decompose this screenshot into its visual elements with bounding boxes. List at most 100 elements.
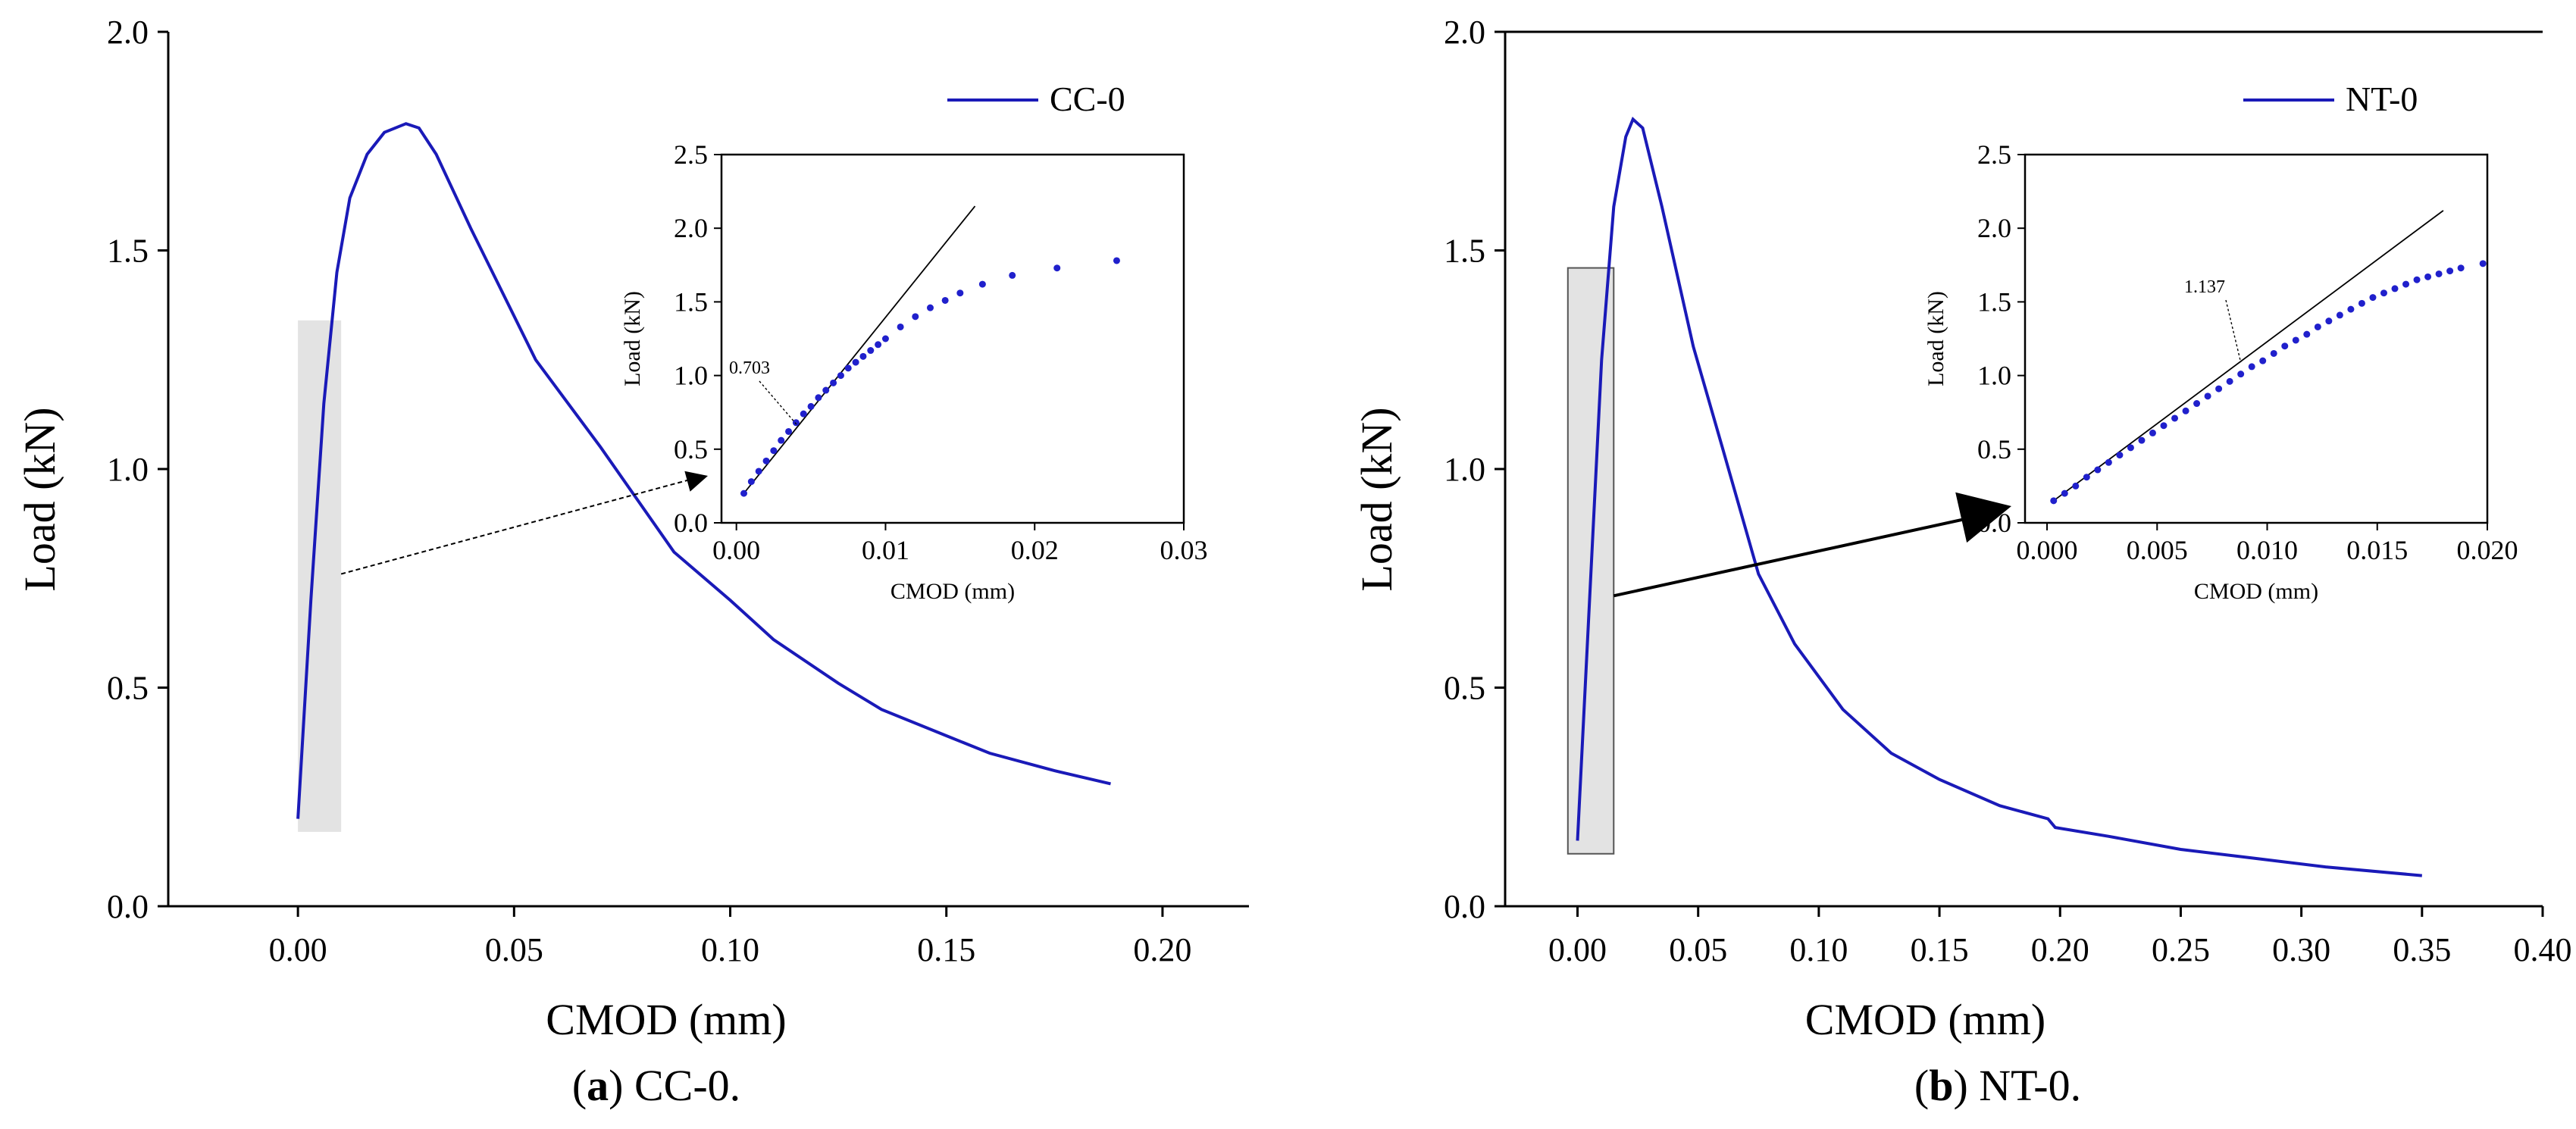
inset-frame — [720, 153, 1185, 524]
x-tick-label: 0.10 — [1789, 931, 1848, 968]
x-tick-label: 0.30 — [2272, 931, 2330, 968]
inset-data-point — [740, 489, 748, 497]
inset-data-point — [852, 358, 859, 366]
series-line-CC-0 — [296, 122, 1111, 819]
inset-data-point — [2193, 400, 2201, 408]
inset-data-point — [956, 289, 964, 297]
inset-data-point — [2347, 305, 2355, 313]
inset-y-tick-label: 0.5 — [674, 434, 708, 464]
inset-y-tick-label: 1.5 — [1977, 286, 2011, 317]
caption-letter: b — [1929, 1061, 1953, 1110]
zoom-arrow — [340, 478, 693, 575]
legend-label: CC-0 — [1050, 80, 1125, 118]
caption-open: ( — [1914, 1061, 1929, 1110]
inset-data-point — [792, 419, 800, 427]
inset-data-point — [2061, 489, 2068, 497]
y-tick-label: 2.0 — [107, 14, 149, 51]
inset-tangent-line — [743, 205, 976, 494]
inset-data-point — [2127, 444, 2134, 452]
inset-data-point — [2072, 482, 2080, 489]
inset-data-point — [941, 296, 949, 304]
inset-annotation: 1.137 — [2184, 277, 2225, 297]
y-axis-label: Load (kN) — [15, 407, 64, 591]
inset-data-point — [2083, 474, 2090, 481]
y-tick-label: 1.0 — [1444, 451, 1485, 488]
y-tick-label: 0.5 — [107, 670, 149, 707]
inset-data-point — [875, 341, 882, 349]
legend-label: NT-0 — [2346, 80, 2418, 118]
inset-data-point — [2281, 342, 2289, 350]
inset-data-point — [2050, 497, 2058, 505]
inset-data-point — [762, 457, 770, 464]
inset-y-tick-label: 0.0 — [1977, 508, 2011, 538]
inset-x-axis-label: CMOD (mm) — [2194, 579, 2318, 604]
inset-data-point — [2358, 299, 2365, 307]
inset-data-point — [912, 313, 919, 321]
inset-data-point — [1053, 264, 1061, 272]
inset-y-tick-label: 2.0 — [1977, 213, 2011, 243]
inset-data-point — [837, 372, 844, 380]
inset-data-point — [770, 447, 778, 455]
inset-x-tick-label: 0.01 — [862, 535, 909, 565]
highlight-region — [298, 320, 342, 832]
y-axis-label: Load (kN) — [1352, 407, 1401, 591]
inset-y-tick-label: 1.5 — [674, 286, 708, 317]
inset-x-tick-label: 0.005 — [2127, 535, 2188, 565]
inset-data-point — [2292, 336, 2299, 344]
inset-data-point — [2149, 429, 2156, 436]
inset-data-point — [800, 410, 807, 418]
series-line-NT-0 — [1576, 117, 2422, 877]
inset-data-point — [2259, 357, 2267, 364]
x-tick-label: 0.10 — [701, 931, 759, 968]
inset-frame — [2024, 153, 2489, 524]
caption-open: ( — [572, 1061, 587, 1110]
inset-data-point — [807, 402, 815, 410]
inset-data-point — [2457, 264, 2465, 272]
inset-data-point — [859, 352, 867, 360]
inset-annotation: 0.703 — [729, 358, 770, 378]
inset-y-tick-label: 2.0 — [674, 213, 708, 243]
inset-data-point — [2479, 260, 2487, 267]
inset-data-point — [2413, 276, 2421, 283]
inset-data-point — [2160, 422, 2168, 430]
inset-x-tick-label: 0.015 — [2346, 535, 2408, 565]
inset-data-point — [747, 478, 755, 486]
inset-data-point — [822, 386, 830, 394]
y-tick-label: 0.0 — [1444, 888, 1485, 925]
y-tick-label: 2.0 — [1444, 14, 1485, 51]
inset-data-point — [2248, 363, 2255, 371]
x-tick-label: 0.00 — [1548, 931, 1607, 968]
inset-data-point — [2336, 311, 2343, 319]
inset-y-axis-label: Load (kN) — [620, 291, 645, 386]
inset-data-point — [881, 335, 889, 342]
inset-data-point — [2215, 385, 2223, 392]
inset-x-axis-label: CMOD (mm) — [890, 579, 1015, 604]
y-tick-label: 1.0 — [107, 451, 149, 488]
inset-y-tick-label: 0.0 — [674, 508, 708, 538]
x-tick-label: 0.00 — [269, 931, 327, 968]
inset-data-point — [2303, 330, 2311, 338]
y-tick-label: 1.5 — [1444, 233, 1485, 270]
inset-x-tick-label: 0.000 — [2017, 535, 2078, 565]
inset-data-point — [2116, 452, 2124, 459]
panel-b: 0.00 0.05 0.10 0.15 0.20 0.25 0.30 0.35 0.400.00… — [1352, 14, 2572, 1110]
inset-y-tick-label: 2.5 — [674, 139, 708, 170]
inset-data-point — [2171, 414, 2179, 422]
panel-caption: (b) NT-0. — [1914, 1061, 2081, 1110]
inset-data-point — [2094, 466, 2102, 474]
inset-x-tick-label: 0.020 — [2457, 535, 2518, 565]
inset-data-point — [867, 347, 875, 355]
inset-x-tick-label: 0.03 — [1160, 535, 1208, 565]
x-tick-label: 0.05 — [485, 931, 543, 968]
inset-data-point — [2314, 323, 2321, 330]
inset-y-tick-label: 0.5 — [1977, 434, 2011, 464]
inset-x-tick-label: 0.00 — [712, 535, 760, 565]
x-tick-label: 0.40 — [2514, 931, 2572, 968]
inset-data-point — [897, 323, 904, 330]
inset-annotation-leader — [759, 380, 798, 427]
x-axis-label: CMOD (mm) — [1805, 995, 2045, 1044]
y-tick-label: 1.5 — [107, 233, 149, 270]
inset-data-point — [2369, 294, 2377, 302]
inset-data-point — [755, 468, 762, 475]
